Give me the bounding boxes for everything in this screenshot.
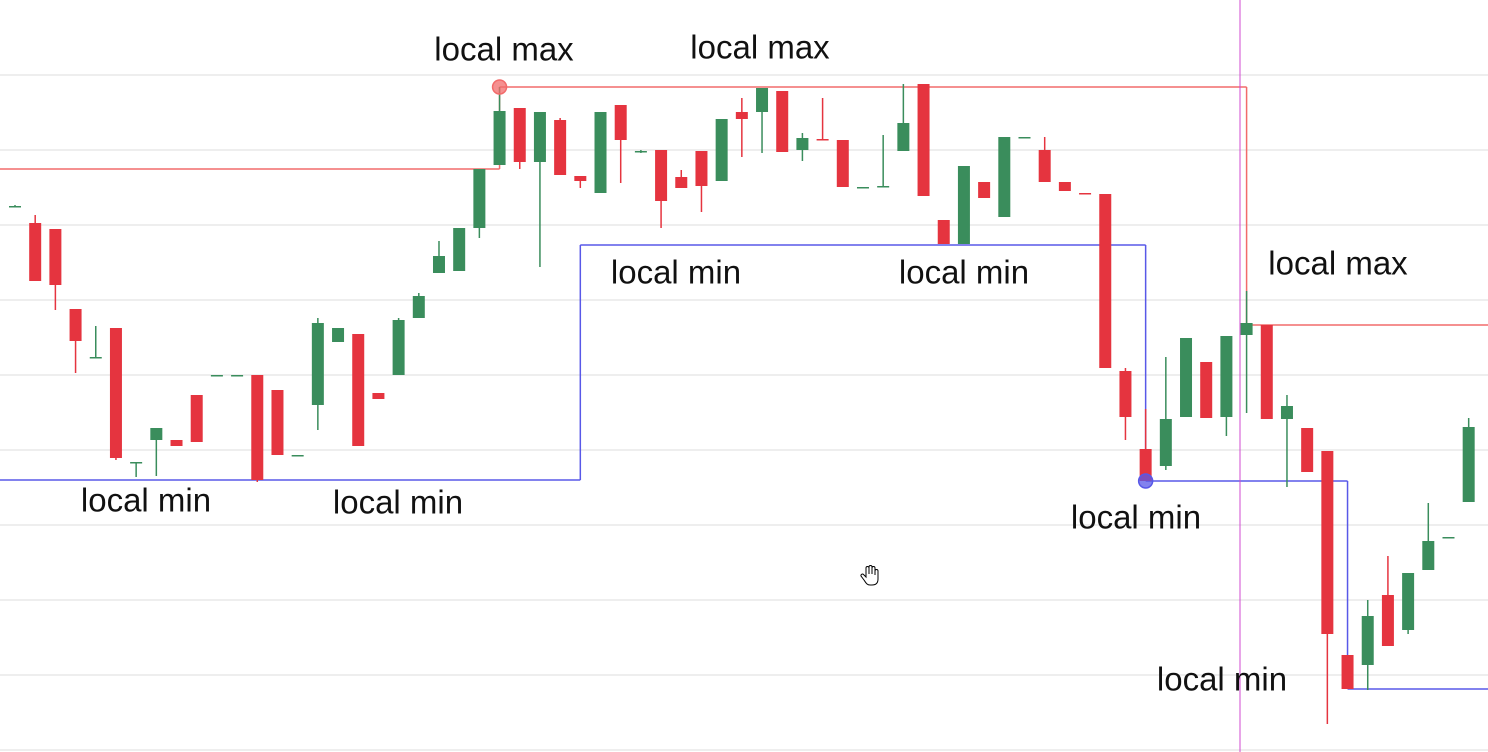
candles: [9, 84, 1475, 724]
candle-body: [1402, 573, 1415, 630]
candle-body: [1240, 323, 1253, 335]
candle-body: [816, 139, 829, 141]
candle-body: [473, 169, 486, 228]
candle-body: [614, 105, 627, 140]
candle-body: [1139, 449, 1152, 481]
candle-body: [634, 151, 647, 153]
candle-body: [1018, 137, 1031, 139]
candle-body: [1159, 419, 1172, 466]
candle-body: [170, 440, 183, 446]
annotation: local min: [1157, 661, 1287, 698]
candle-body: [1422, 541, 1435, 570]
candle-body: [574, 176, 587, 181]
candle-body: [1321, 451, 1334, 634]
candle-body: [352, 334, 365, 446]
hand-cursor: [860, 565, 879, 586]
candle-body: [231, 375, 244, 377]
annotation: local min: [81, 482, 211, 519]
candle-body: [1381, 595, 1394, 646]
candle-body: [332, 328, 345, 342]
candle-body: [533, 112, 546, 162]
candle-body: [1200, 362, 1213, 418]
candle-body: [1462, 427, 1475, 502]
candle-body: [594, 112, 607, 193]
annotation: local min: [899, 254, 1029, 291]
candle-body: [897, 123, 910, 151]
candle-body: [29, 223, 42, 281]
extreme-marker: [491, 79, 508, 95]
candle-body: [1361, 616, 1374, 665]
candle-body: [1079, 193, 1092, 195]
annotation: local min: [611, 254, 741, 291]
candle-body: [796, 138, 809, 150]
candle-body: [89, 357, 102, 359]
candle-body: [978, 182, 991, 198]
extreme-marker: [1137, 473, 1154, 489]
candle-body: [695, 151, 708, 186]
candle-body: [150, 428, 163, 440]
candle-body: [1058, 182, 1071, 191]
candle-body: [493, 111, 506, 165]
candle-body: [392, 320, 405, 375]
candle-body: [271, 390, 284, 455]
candle-body: [756, 88, 769, 112]
candle-body: [311, 323, 324, 405]
annotations: local max local max local min local min loca…: [81, 29, 1408, 698]
candle-body: [513, 108, 526, 162]
annotation: local max: [434, 31, 574, 68]
candle-body: [998, 137, 1011, 217]
candle-body: [1180, 338, 1193, 417]
candle-body: [49, 229, 62, 285]
candle-body: [715, 119, 728, 181]
candle-body: [675, 177, 688, 188]
candle-body: [957, 166, 970, 244]
candle-body: [130, 462, 143, 464]
candle-body: [190, 395, 203, 442]
candle-body: [109, 328, 122, 458]
candle-body: [856, 187, 869, 189]
candle-body: [1220, 336, 1233, 417]
candle-body: [554, 120, 567, 175]
candle-body: [1280, 406, 1293, 419]
candle-body: [1260, 325, 1273, 419]
candle-body: [655, 150, 668, 201]
candle-body: [412, 296, 425, 318]
candle-body: [917, 84, 930, 196]
candle-body: [735, 112, 748, 119]
annotation: local max: [1268, 245, 1408, 282]
candle-body: [453, 228, 466, 271]
candle-body: [1119, 371, 1132, 417]
annotation: local max: [690, 29, 830, 66]
candle-body: [1341, 655, 1354, 689]
annotation: local min: [333, 484, 463, 521]
candle-body: [1301, 428, 1314, 472]
markers: [491, 79, 1154, 489]
candle-body: [210, 375, 223, 377]
candle-body: [291, 455, 304, 457]
candle-body: [836, 140, 849, 187]
candle-body: [372, 393, 385, 399]
candle-body: [1099, 194, 1112, 368]
candle-body: [1038, 150, 1051, 182]
candle-body: [1442, 537, 1455, 539]
candle-body: [432, 256, 445, 273]
candle-body: [69, 309, 82, 341]
candle-body: [877, 186, 890, 188]
candle-body: [776, 91, 789, 152]
candle-body: [937, 220, 950, 244]
annotation: local min: [1071, 499, 1201, 536]
candle-body: [9, 206, 21, 208]
candle-body: [251, 375, 264, 480]
